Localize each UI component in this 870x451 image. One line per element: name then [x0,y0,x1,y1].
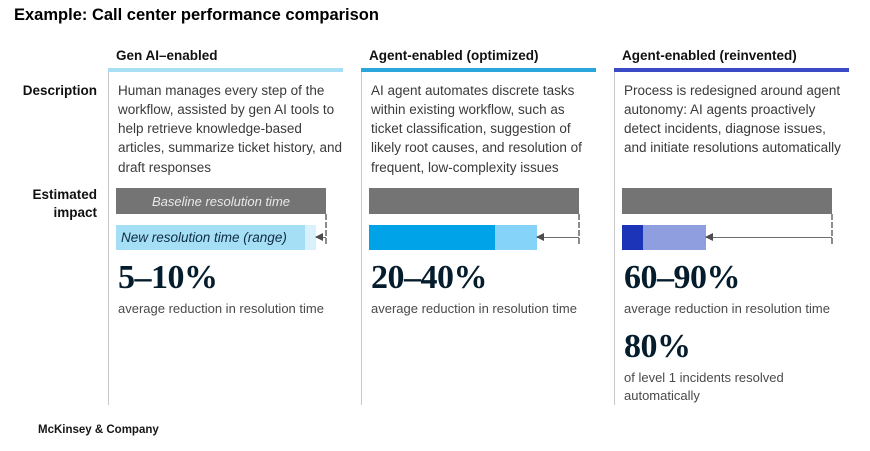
column-left-border [361,72,362,405]
new-time-bar-label: New resolution time (range) [121,230,287,245]
reduction-caption: average reduction in resolution time [371,300,577,316]
column-accent-bar [108,68,343,72]
baseline-bar: Baseline resolution time [116,188,326,214]
impact-stats: 5–10% average reduction in resolution ti… [118,260,348,316]
new-time-bar [369,225,537,250]
column-accent-bar [614,68,849,72]
impact-bars [369,188,580,260]
new-time-bar: New resolution time (range) [116,225,316,250]
column-accent-bar [361,68,596,72]
column-left-border [614,72,615,405]
column-description: AI agent automates discrete tasks within… [371,83,582,175]
column-agent-enabled-optimized: Agent-enabled (optimized) AI agent autom… [361,48,601,405]
column-description: Process is redesigned around agent auton… [624,83,841,156]
reduction-caption: average reduction in resolution time [118,300,324,316]
column-description: Human manages every step of the workflow… [118,83,343,175]
baseline-end-dashed-line [325,214,327,244]
row-label-description: Description [22,83,97,98]
new-time-bar [622,225,706,250]
column-agent-enabled-reinvented: Agent-enabled (reinvented) Process is re… [614,48,854,405]
reduction-value: 20–40% [371,259,488,296]
column-header: Agent-enabled (optimized) [369,48,539,63]
new-time-bar-range [305,225,316,250]
column-header: Gen AI–enabled [116,48,218,63]
new-time-bar-solid [116,225,305,250]
impact-bars: Baseline resolution time New resolution … [116,188,327,260]
baseline-end-dashed-line [831,214,833,244]
new-time-bar-solid [369,225,495,250]
new-time-bar-range [643,225,706,250]
range-arrow [314,233,326,241]
reduction-value: 60–90% [624,259,741,296]
column-gen-ai-enabled: Gen AI–enabled Human manages every step … [108,48,348,405]
baseline-bar [369,188,579,214]
impact-bars [622,188,833,260]
reduction-caption: average reduction in resolution time [624,300,830,316]
baseline-bar [622,188,832,214]
new-time-bar-range [495,225,537,250]
impact-stats: 20–40% average reduction in resolution t… [371,260,601,316]
baseline-bar-label: Baseline resolution time [151,193,291,209]
reduction-value: 5–10% [118,259,218,296]
footer-logo-text: McKinsey & Company [38,424,159,436]
column-left-border [108,72,109,405]
baseline-end-dashed-line [578,214,580,244]
row-label-estimated-impact: Estimated impact [32,187,97,220]
impact-stats: 60–90% average reduction in resolution t… [624,260,854,404]
range-arrow [705,233,832,241]
extra-stat-caption: of level 1 incidents resolved automatica… [624,370,784,403]
column-header: Agent-enabled (reinvented) [622,48,797,63]
range-arrow [536,233,579,241]
page-title: Example: Call center performance compari… [14,6,379,24]
extra-stat-value: 80% [624,327,691,365]
new-time-bar-solid [622,225,643,250]
